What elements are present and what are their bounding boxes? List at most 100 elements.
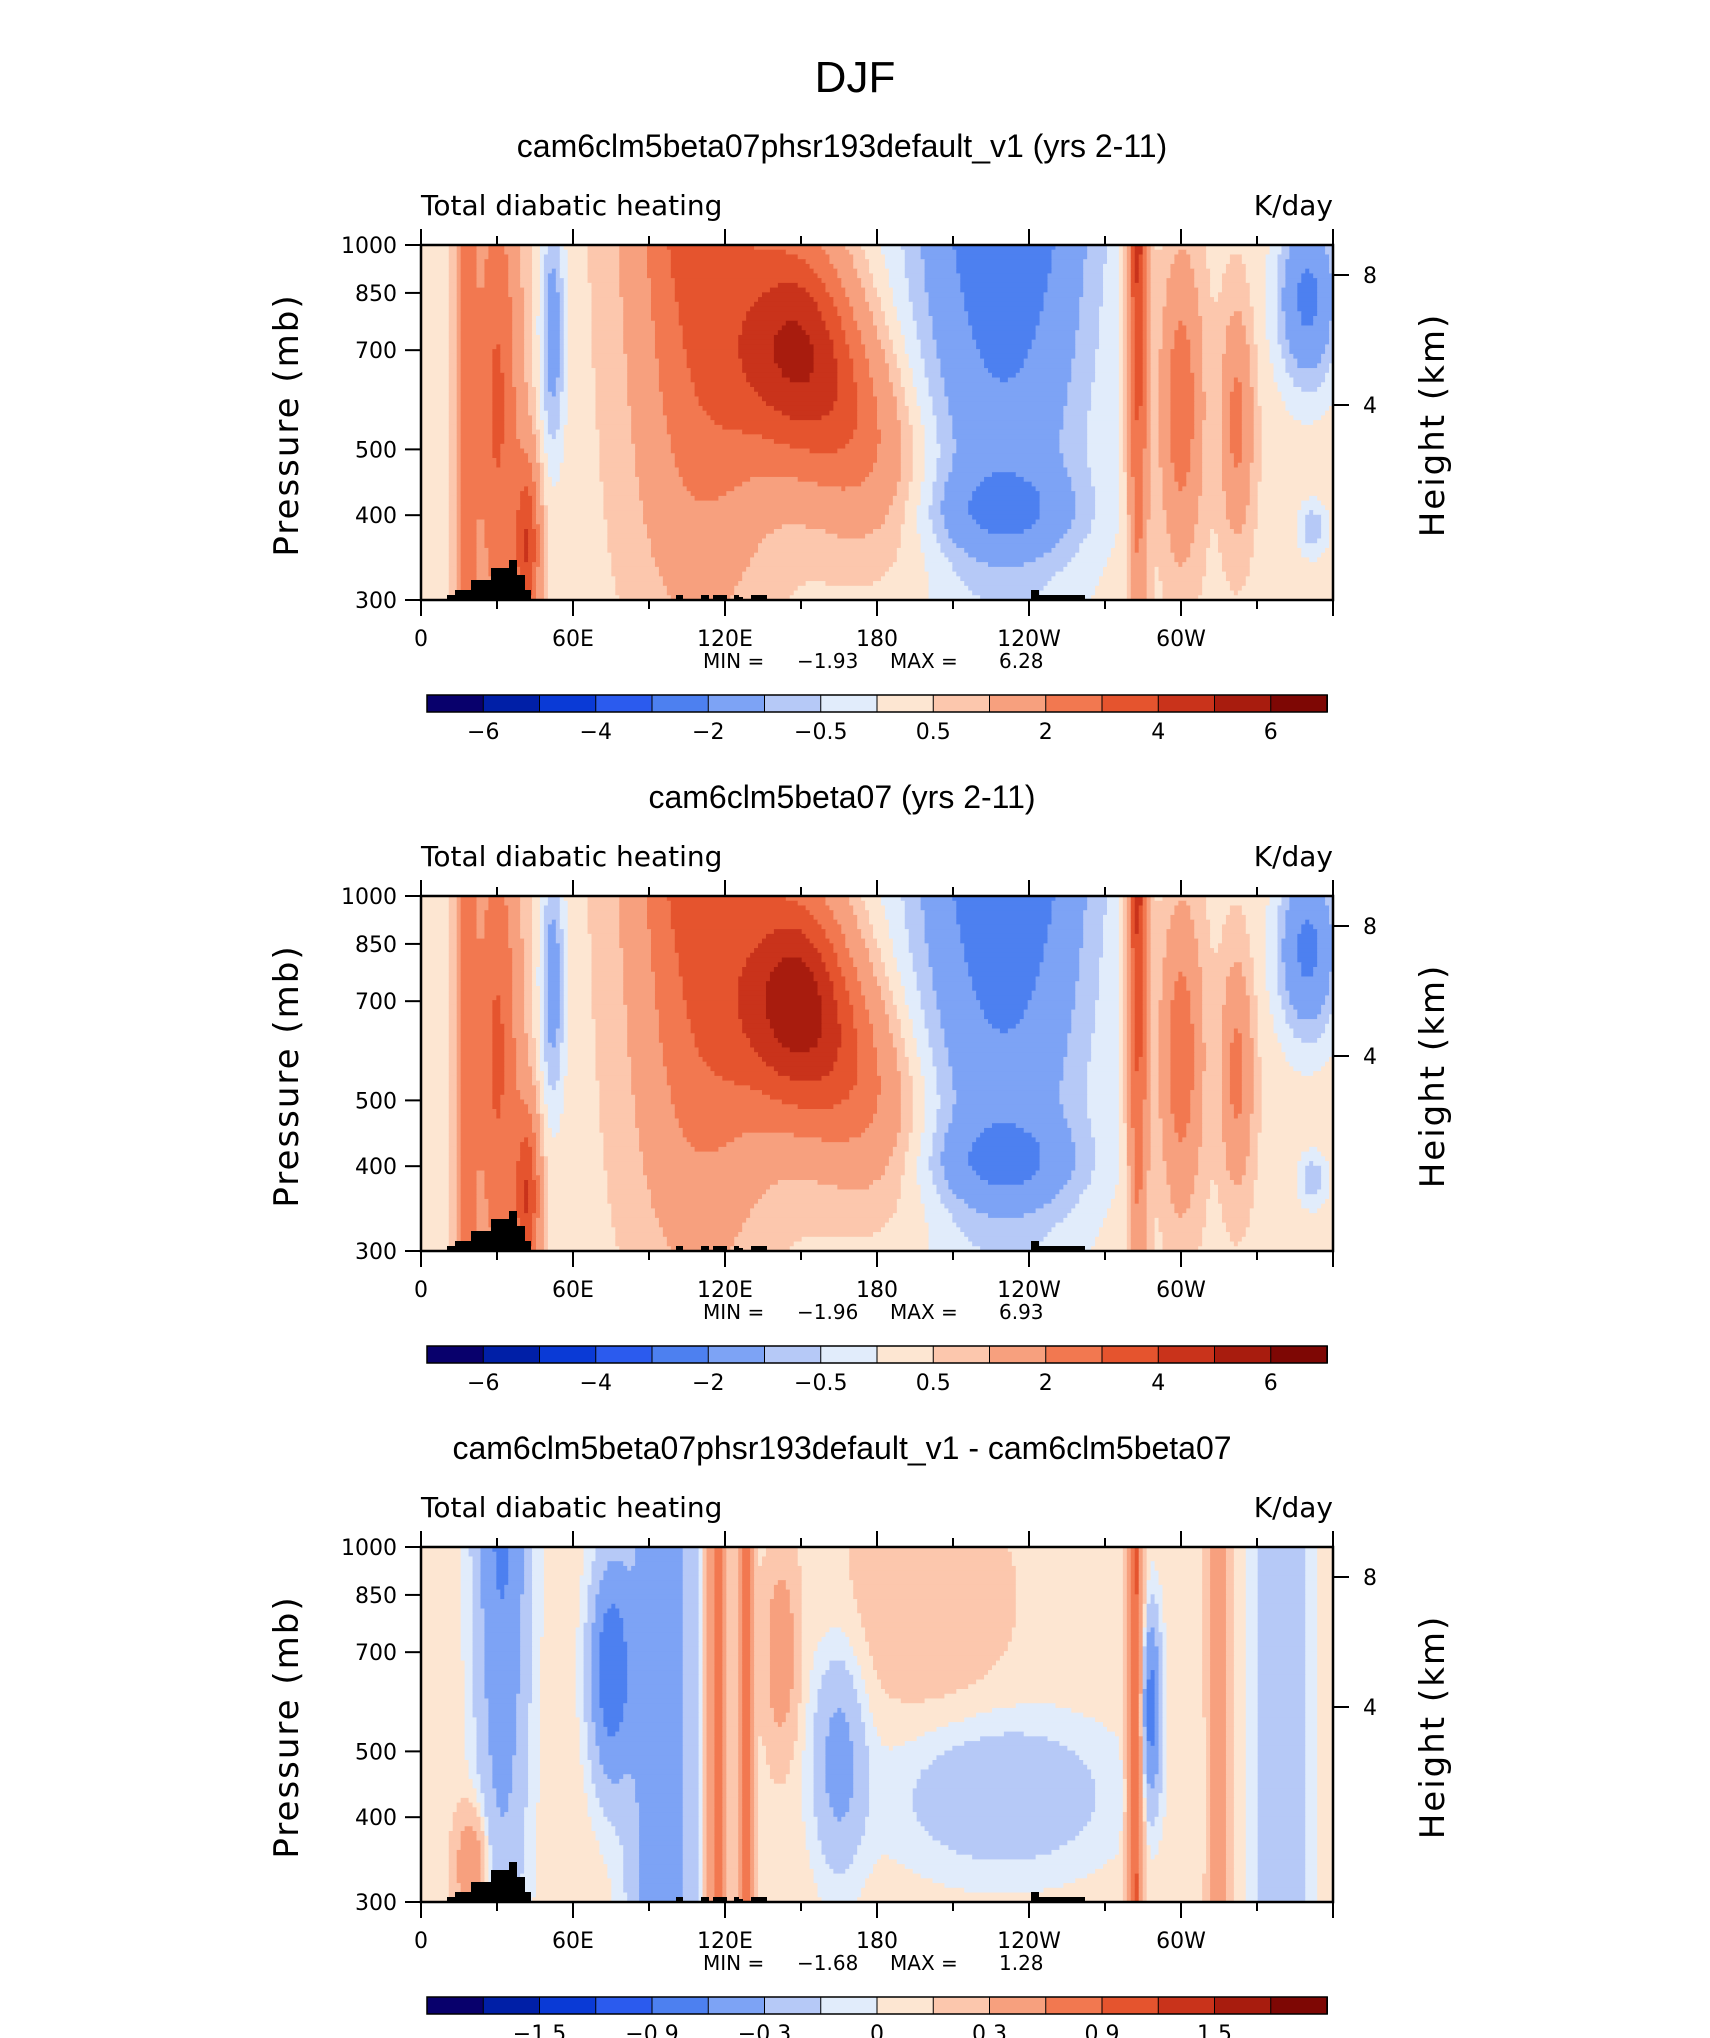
contour-cell — [857, 1033, 874, 1039]
panel-left-label: Total diabatic heating — [420, 189, 722, 222]
contour-cell — [1174, 476, 1187, 483]
contour-cell — [1273, 1028, 1294, 1034]
contour-cell — [1118, 486, 1128, 492]
contour-cell — [1067, 472, 1092, 478]
stats-max-label: MAX = — [890, 649, 958, 673]
contour-cell — [512, 948, 525, 954]
contour-cell — [539, 896, 549, 902]
contour-cell — [682, 330, 743, 336]
contour-cell — [1233, 1028, 1239, 1034]
contour-cell — [904, 334, 918, 341]
contour-cell — [591, 1014, 628, 1020]
contour-cell — [888, 929, 910, 935]
contour-cell — [817, 481, 862, 487]
contour-cell — [492, 410, 505, 416]
contour-cell — [1106, 562, 1128, 568]
contour-cell — [563, 353, 569, 360]
contour-cell — [543, 919, 553, 925]
contour-cell — [1091, 1052, 1120, 1058]
contour-cell — [873, 320, 886, 327]
x-tick-label: 60E — [552, 627, 594, 652]
contour-cell — [1265, 263, 1279, 270]
contour-cell — [563, 344, 569, 350]
contour-cell — [1206, 562, 1223, 568]
contour-cell — [734, 590, 795, 596]
contour-cell — [1130, 1052, 1136, 1058]
contour-cell — [968, 505, 1041, 511]
contour-cell — [817, 981, 834, 987]
contour-cell — [1202, 1009, 1223, 1015]
contour-cell — [448, 581, 458, 587]
contour-cell — [964, 301, 1045, 308]
contour-cell — [1277, 259, 1287, 265]
contour-cell — [591, 282, 620, 289]
contour-cell — [535, 571, 545, 577]
contour-cell — [448, 287, 458, 293]
contour-cell — [1170, 439, 1191, 445]
contour-cell — [892, 1000, 906, 1006]
contour-cell — [940, 358, 985, 364]
contour-cell — [1130, 448, 1144, 454]
contour-cell — [849, 952, 870, 959]
contour-cell — [900, 320, 918, 327]
contour-cell — [559, 900, 569, 907]
contour-cell — [1166, 948, 1199, 954]
contour-cell — [421, 576, 450, 582]
contour-cell — [932, 981, 973, 987]
contour-cell — [884, 905, 906, 911]
contour-cell — [1126, 410, 1132, 416]
contour-cell — [1138, 924, 1144, 930]
contour-cell — [932, 330, 973, 336]
contour-cell — [1309, 557, 1318, 563]
contour-cell — [849, 900, 866, 907]
contour-cell — [944, 514, 973, 521]
contour-cell — [421, 929, 450, 935]
contour-cell — [543, 330, 549, 336]
contour-cell — [500, 1004, 513, 1011]
contour-cell — [1150, 344, 1164, 350]
contour-cell — [539, 529, 545, 535]
contour-cell — [1269, 995, 1283, 1001]
contour-cell — [1126, 552, 1132, 558]
contour-cell — [460, 543, 478, 549]
contour-cell — [694, 1033, 747, 1039]
contour-cell — [567, 943, 593, 949]
contour-cell — [551, 476, 561, 483]
contour-cell — [1241, 316, 1255, 322]
contour-cell — [421, 1023, 450, 1030]
contour-cell — [1241, 443, 1255, 450]
contour-cell — [547, 453, 565, 459]
contour-cell — [508, 254, 521, 260]
contour-cell — [1170, 349, 1191, 355]
contour-cell — [1297, 1009, 1322, 1015]
contour-cell — [1174, 985, 1187, 992]
contour-cell — [567, 900, 589, 907]
contour-cell — [1329, 976, 1334, 982]
contour-cell — [1221, 453, 1235, 459]
contour-cell — [567, 1047, 597, 1053]
contour-cell — [1249, 297, 1267, 303]
contour-cell — [1146, 576, 1156, 582]
contour-cell — [1229, 443, 1243, 450]
contour-cell — [1099, 967, 1120, 973]
contour-cell — [1221, 467, 1251, 473]
contour-cell — [670, 910, 811, 916]
contour-cell — [456, 585, 462, 592]
contour-cell — [1126, 476, 1136, 483]
contour-cell — [595, 1038, 628, 1044]
contour-cell — [563, 943, 569, 949]
contour-cell — [880, 948, 894, 954]
contour-cell — [567, 952, 593, 959]
contour-cell — [952, 896, 1057, 902]
contour-cell — [456, 263, 462, 270]
contour-cell — [595, 396, 628, 402]
contour-cell — [532, 1033, 541, 1039]
contour-cell — [1083, 924, 1104, 930]
contour-cell — [543, 282, 549, 289]
contour-cell — [976, 344, 1033, 350]
contour-cell — [924, 476, 938, 483]
contour-cell — [1126, 282, 1132, 289]
contour-cell — [1126, 387, 1132, 393]
contour-cell — [619, 268, 648, 274]
